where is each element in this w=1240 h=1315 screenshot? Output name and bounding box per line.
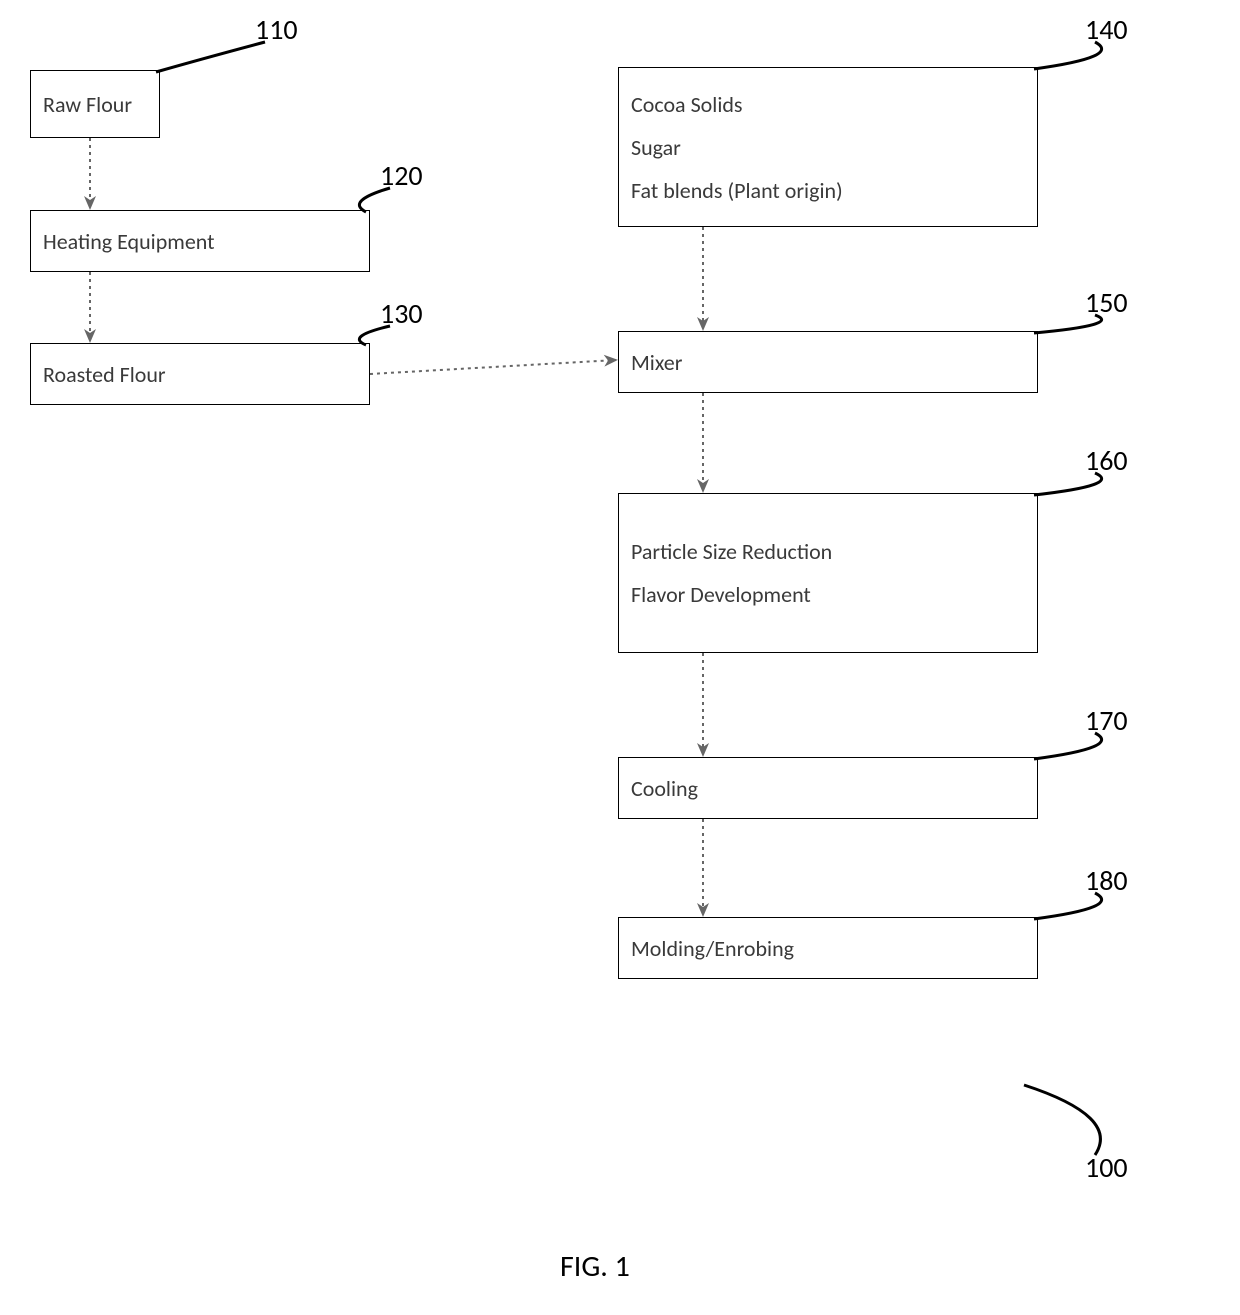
ref-label-100: 100 xyxy=(1085,1150,1128,1185)
node-raw-flour: Raw Flour xyxy=(30,70,160,138)
node-text: Cooling xyxy=(631,775,1025,802)
ref-label-130: 130 xyxy=(380,296,423,331)
node-particle-flavor: Particle Size Reduction Flavor Developme… xyxy=(618,493,1038,653)
flowchart-canvas: Raw Flour Heating Equipment Roasted Flou… xyxy=(0,0,1240,1315)
node-text: Particle Size Reduction xyxy=(631,538,1025,565)
node-mixer: Mixer xyxy=(618,331,1038,393)
ref-label-140: 140 xyxy=(1085,12,1128,47)
node-ingredients: Cocoa Solids Sugar Fat blends (Plant ori… xyxy=(618,67,1038,227)
node-heating-equipment: Heating Equipment xyxy=(30,210,370,272)
node-text: Raw Flour xyxy=(43,91,147,118)
ref-label-110: 110 xyxy=(255,12,298,47)
node-text: Flavor Development xyxy=(631,581,1025,608)
ref-label-120: 120 xyxy=(380,158,423,193)
ref-label-180: 180 xyxy=(1085,863,1128,898)
ref-label-170: 170 xyxy=(1085,703,1128,738)
node-text: Molding/Enrobing xyxy=(631,935,1025,962)
node-text: Cocoa Solids xyxy=(631,91,1025,118)
node-text: Fat blends (Plant origin) xyxy=(631,177,1025,204)
node-roasted-flour: Roasted Flour xyxy=(30,343,370,405)
figure-caption: FIG. 1 xyxy=(560,1248,630,1285)
ref-label-160: 160 xyxy=(1085,443,1128,478)
node-cooling: Cooling xyxy=(618,757,1038,819)
node-text: Sugar xyxy=(631,134,1025,161)
ref-label-150: 150 xyxy=(1085,285,1128,320)
node-text: Heating Equipment xyxy=(43,228,357,255)
node-molding-enrobing: Molding/Enrobing xyxy=(618,917,1038,979)
node-text: Roasted Flour xyxy=(43,361,357,388)
node-text: Mixer xyxy=(631,349,1025,376)
